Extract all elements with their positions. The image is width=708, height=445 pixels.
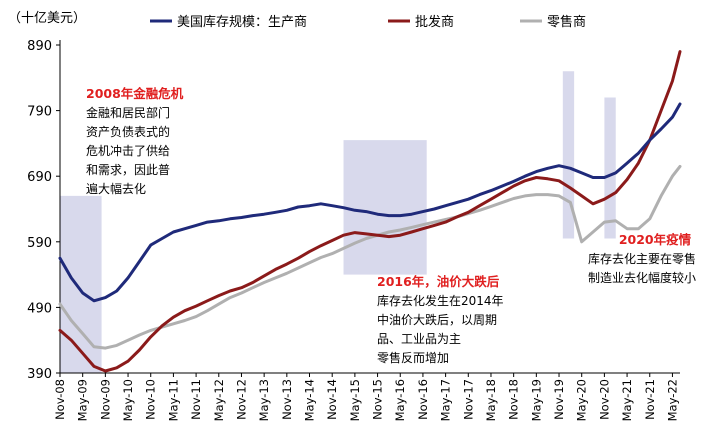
- y-tick-label-590: 590: [27, 236, 52, 251]
- y-tick-label-690: 690: [27, 170, 52, 185]
- x-tick-label-Nov-17: Nov-17: [461, 379, 475, 420]
- x-tick-label-Nov-19: Nov-19: [552, 379, 566, 420]
- annotation-2-line-1: 库存去化发生在2014年: [377, 293, 504, 308]
- shaded-period-2: [343, 140, 427, 275]
- legend-label-3: 零售商: [547, 14, 586, 30]
- annotation-3-line-2: 制造业去化幅度较小: [588, 270, 696, 285]
- shaded-period-3: [562, 71, 575, 239]
- annotation-2-line-2: 中油价大跌后，以周期: [377, 312, 497, 327]
- series-line-3: [58, 164, 682, 350]
- annotation-title-3: 2020年疫情: [619, 232, 692, 247]
- x-tick-label-May-11: May-11: [166, 379, 180, 421]
- x-tick-label-May-21: May-21: [620, 379, 634, 421]
- x-tick-label-May-09: May-09: [76, 379, 90, 421]
- annotations: 2008年金融危机金融和居民部门资产负债表式的危机冲击了供给和需求，因此普遍大幅…: [86, 86, 696, 365]
- series-line-2: [58, 50, 682, 373]
- annotation-2-line-3: 品、工业品为主: [377, 332, 461, 346]
- shaded-period-4: [604, 97, 616, 239]
- legend: 美国库存规模：生产商 批发商 零售商: [150, 14, 586, 30]
- x-tick-label-May-12: May-12: [212, 379, 226, 421]
- x-tick-label-May-15: May-15: [348, 379, 362, 421]
- x-tick-label-May-19: May-19: [529, 379, 543, 421]
- x-tick-label-May-13: May-13: [257, 379, 271, 421]
- x-tick-label-Nov-18: Nov-18: [507, 379, 521, 420]
- x-tick-label-Nov-11: Nov-11: [189, 379, 203, 420]
- x-tick-label-Nov-14: Nov-14: [325, 379, 339, 420]
- annotation-1-line-4: 和需求，因此普: [86, 163, 170, 177]
- y-tick-label-490: 490: [27, 301, 52, 316]
- annotation-title-2: 2016年，油价大跌后: [377, 274, 500, 289]
- y-tick-label-890: 890: [27, 39, 52, 54]
- x-tick-label-Nov-12: Nov-12: [234, 379, 248, 420]
- y-tick-label-390: 390: [27, 367, 52, 382]
- shaded-period-1: [60, 195, 102, 373]
- annotation-1-line-5: 遍大幅去化: [86, 181, 146, 196]
- x-tick-label-Nov-20: Nov-20: [597, 379, 611, 420]
- x-tick-label-Nov-09: Nov-09: [98, 379, 112, 420]
- series-lines: [58, 50, 682, 373]
- x-tick-label-May-20: May-20: [575, 379, 589, 421]
- x-tick-label-Nov-16: Nov-16: [416, 379, 430, 420]
- x-tick-label-Nov-15: Nov-15: [371, 379, 385, 420]
- annotation-2-line-4: 零售反而增加: [377, 350, 449, 365]
- x-tick-label-May-18: May-18: [484, 379, 498, 421]
- unit-label: （十亿美元）: [8, 11, 86, 26]
- x-tick-label-May-10: May-10: [121, 379, 135, 421]
- annotation-1-line-2: 资产负债表式的: [86, 124, 170, 139]
- x-tick-label-May-16: May-16: [393, 379, 407, 421]
- annotation-title-1: 2008年金融危机: [86, 86, 184, 101]
- x-tick-label-Nov-10: Nov-10: [144, 379, 158, 420]
- legend-label-2: 批发商: [415, 14, 454, 30]
- series-line-1: [58, 102, 682, 303]
- x-tick-label-May-17: May-17: [439, 379, 453, 421]
- x-tick-label-May-14: May-14: [303, 379, 317, 421]
- x-axis: Nov-08 May-09 Nov-09 May-10 Nov-10 May-11 Nov-…: [53, 372, 680, 421]
- shaded-periods: [60, 71, 616, 373]
- x-tick-label-Nov-08: Nov-08: [53, 379, 67, 420]
- annotation-1-line-1: 金融和居民部门: [86, 105, 170, 120]
- y-tick-label-790: 790: [27, 105, 52, 120]
- annotation-3-line-1: 库存去化主要在零售: [588, 251, 696, 266]
- x-tick-label-Nov-13: Nov-13: [280, 379, 294, 420]
- x-tick-label-May-22: May-22: [665, 379, 679, 421]
- annotation-1-line-3: 危机冲击了供给: [86, 143, 170, 158]
- legend-label-1: 美国库存规模：生产商: [177, 14, 307, 30]
- x-tick-label-Nov-21: Nov-21: [643, 379, 657, 420]
- y-axis: 390 490 590 690 790 890: [27, 39, 61, 382]
